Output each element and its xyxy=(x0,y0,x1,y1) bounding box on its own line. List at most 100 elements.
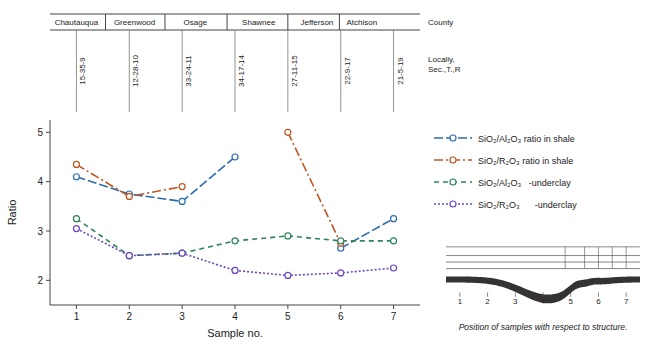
county-divider xyxy=(287,14,288,30)
point xyxy=(232,238,238,244)
locality-line xyxy=(393,30,394,112)
locality-label: 33-24-11 xyxy=(184,55,193,87)
chart: 1 2 3 4 5 6 7 2 3 4 5 Sample no. Ratio Chautauqua Gree… xyxy=(0,0,650,357)
inset-caption: Position of samples with respect to stru… xyxy=(459,322,628,332)
point xyxy=(391,238,397,244)
point xyxy=(179,198,185,204)
bed-box xyxy=(626,247,627,269)
point xyxy=(285,272,291,278)
county-name: Osage xyxy=(184,18,208,27)
point xyxy=(73,226,79,232)
inset-sample-number: 1 xyxy=(458,297,463,306)
y-tick xyxy=(46,181,50,182)
locality-line xyxy=(129,30,130,112)
locality-label: 22-9-17 xyxy=(343,57,352,85)
point xyxy=(232,154,238,160)
x-tick xyxy=(287,305,288,309)
county-name: Shawnee xyxy=(242,18,276,27)
bed-line xyxy=(446,262,640,263)
point xyxy=(391,216,397,222)
county-label: County xyxy=(428,18,453,27)
county-name: Atchison xyxy=(347,18,378,27)
legend: SiO₂/Al₂O₃ ratio in shaleSiO₂/R₂O₃ ratio… xyxy=(434,134,577,210)
bed-line xyxy=(446,268,640,269)
point xyxy=(391,265,397,271)
bed-line xyxy=(446,246,640,247)
locality-label: 15-35-9 xyxy=(78,57,87,85)
inset-sample-number: 4 xyxy=(541,297,546,306)
locality-line xyxy=(182,30,183,112)
x-tick xyxy=(393,305,394,309)
point xyxy=(73,216,79,222)
bed-box xyxy=(612,247,613,269)
y-axis-label: Ratio xyxy=(6,200,18,226)
point xyxy=(232,267,238,273)
locality-axis-label: Locally,Sec.,T.,R xyxy=(428,55,461,74)
county-divider xyxy=(227,14,228,30)
x-axis-label: Sample no. xyxy=(207,327,263,339)
x-tick-label: 2 xyxy=(127,311,133,322)
county-divider xyxy=(339,14,340,30)
x-tick-label: 5 xyxy=(285,311,291,322)
legend-marker xyxy=(450,179,456,185)
x-tick-label: 4 xyxy=(232,311,238,322)
county-strip: Chautauqua Greenwood Osage Shawnee Jefferson… xyxy=(50,14,453,30)
legend-label: SiO₂/Al₂O₃ -underclay xyxy=(478,178,571,188)
y-tick-label: 5 xyxy=(37,127,43,138)
inset-sample-number: 7 xyxy=(624,297,629,306)
inset-sample-number: 5 xyxy=(568,297,573,306)
x-tick-label: 3 xyxy=(179,311,185,322)
y-tick-label: 3 xyxy=(37,226,43,237)
y-tick-label: 2 xyxy=(37,275,43,286)
county-name: Jefferson xyxy=(301,18,334,27)
county-name: Chautauqua xyxy=(55,18,99,27)
x-tick-label: 7 xyxy=(391,311,397,322)
series-line xyxy=(76,229,393,276)
point xyxy=(73,174,79,180)
locality-label: 34-17-14 xyxy=(237,54,246,87)
x-tick xyxy=(129,305,130,309)
county-divider xyxy=(164,14,165,30)
legend-marker xyxy=(450,157,456,163)
localities: 15-35-912-28-1033-24-1134-17-1427-11-152… xyxy=(76,30,460,112)
bed-box xyxy=(565,247,566,269)
bed-line xyxy=(446,255,640,256)
county-name: Greenwood xyxy=(114,18,155,27)
point xyxy=(285,129,291,135)
point xyxy=(179,184,185,190)
series-line xyxy=(76,132,340,243)
locality-label: 27-11-15 xyxy=(290,55,299,87)
point xyxy=(126,253,132,259)
series-line xyxy=(76,219,393,256)
inset-sample-number: 3 xyxy=(513,297,518,306)
legend-label: SiO₂/R₂O₃ -underclay xyxy=(478,200,577,210)
bed-box xyxy=(598,247,599,269)
x-tick-label: 1 xyxy=(74,311,80,322)
x-tick xyxy=(235,305,236,309)
y-tick xyxy=(46,231,50,232)
y-tick xyxy=(46,280,50,281)
locality-line xyxy=(340,30,341,112)
point xyxy=(73,161,79,167)
locality-label: 21-5-19 xyxy=(396,57,405,85)
y-tick xyxy=(46,132,50,133)
structure-inset: 1 2 3 4 5 6 7 Position of samples with respect … xyxy=(446,247,640,332)
inset-sample-number: 2 xyxy=(485,297,490,306)
legend-label: SiO₂/Al₂O₃ ratio in shale xyxy=(478,134,575,144)
y-tick-label: 4 xyxy=(37,176,43,187)
series-line xyxy=(76,157,393,248)
point xyxy=(338,270,344,276)
legend-marker xyxy=(450,201,456,207)
point xyxy=(338,238,344,244)
plot-area xyxy=(73,129,396,278)
point xyxy=(126,253,132,259)
point xyxy=(126,193,132,199)
x-tick-label: 6 xyxy=(338,311,344,322)
bed-box xyxy=(584,247,585,269)
county-divider xyxy=(105,14,106,30)
locality-line xyxy=(76,30,77,112)
legend-marker xyxy=(450,135,456,141)
point xyxy=(179,250,185,256)
inset-sample-number: 6 xyxy=(596,297,601,306)
point xyxy=(179,250,185,256)
